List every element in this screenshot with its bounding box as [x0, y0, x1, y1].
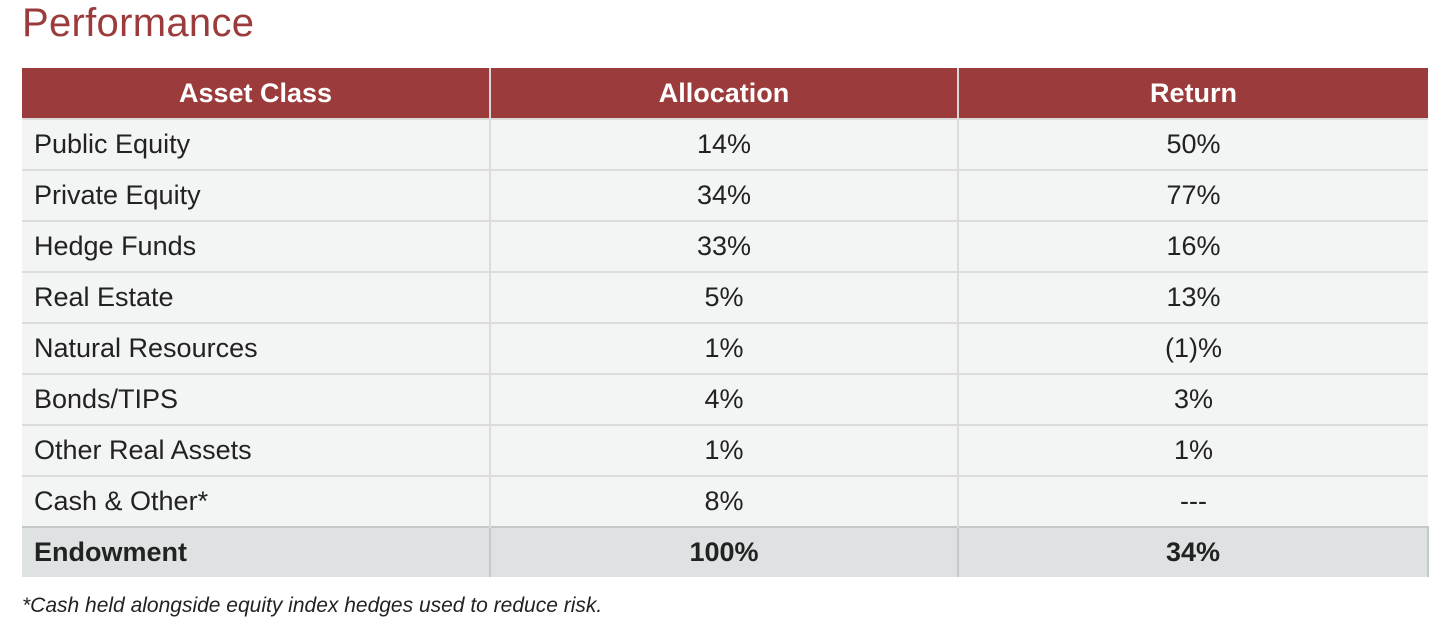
- asset-class-cell: Hedge Funds: [22, 220, 491, 272]
- return-cell: (1)%: [958, 322, 1428, 374]
- asset-class-cell: Private Equity: [22, 169, 491, 221]
- table-row: Natural Resources 1% (1)%: [22, 322, 1428, 374]
- allocation-cell: 33%: [490, 220, 959, 272]
- return-cell: 77%: [958, 169, 1428, 221]
- table-row: Hedge Funds 33% 16%: [22, 220, 1428, 272]
- table-total-row: Endowment 100% 34%: [22, 526, 1429, 577]
- asset-class-cell: Cash & Other*: [22, 475, 491, 527]
- allocation-cell: 1%: [490, 322, 959, 374]
- footnote: *Cash held alongside equity index hedges…: [22, 594, 603, 617]
- asset-class-cell: Other Real Assets: [22, 424, 491, 476]
- table-row: Private Equity 34% 77%: [22, 169, 1428, 221]
- allocation-cell: 1%: [490, 424, 959, 476]
- return-cell: 50%: [958, 118, 1428, 170]
- total-return-cell: 34%: [958, 526, 1429, 577]
- total-asset-class-cell: Endowment: [22, 526, 491, 577]
- table-header-row: Asset Class Allocation Return: [22, 68, 1428, 119]
- total-allocation-cell: 100%: [490, 526, 959, 577]
- table-row: Cash & Other* 8% ---: [22, 475, 1428, 527]
- return-cell: 3%: [958, 373, 1428, 425]
- header-return: Return: [958, 68, 1428, 119]
- table-row: Real Estate 5% 13%: [22, 271, 1428, 323]
- asset-class-cell: Real Estate: [22, 271, 491, 323]
- header-asset-class: Asset Class: [22, 68, 491, 119]
- page-title: Performance: [22, 1, 255, 45]
- allocation-cell: 8%: [490, 475, 959, 527]
- asset-class-cell: Public Equity: [22, 118, 491, 170]
- header-allocation: Allocation: [490, 68, 959, 119]
- return-cell: ---: [958, 475, 1428, 527]
- return-cell: 1%: [958, 424, 1428, 476]
- allocation-cell: 34%: [490, 169, 959, 221]
- allocation-cell: 14%: [490, 118, 959, 170]
- table-row: Other Real Assets 1% 1%: [22, 424, 1428, 476]
- table-row: Bonds/TIPS 4% 3%: [22, 373, 1428, 425]
- allocation-cell: 5%: [490, 271, 959, 323]
- allocation-cell: 4%: [490, 373, 959, 425]
- table-row: Public Equity 14% 50%: [22, 118, 1428, 170]
- asset-class-cell: Bonds/TIPS: [22, 373, 491, 425]
- return-cell: 13%: [958, 271, 1428, 323]
- performance-table: Asset Class Allocation Return Public Equ…: [22, 68, 1429, 577]
- return-cell: 16%: [958, 220, 1428, 272]
- asset-class-cell: Natural Resources: [22, 322, 491, 374]
